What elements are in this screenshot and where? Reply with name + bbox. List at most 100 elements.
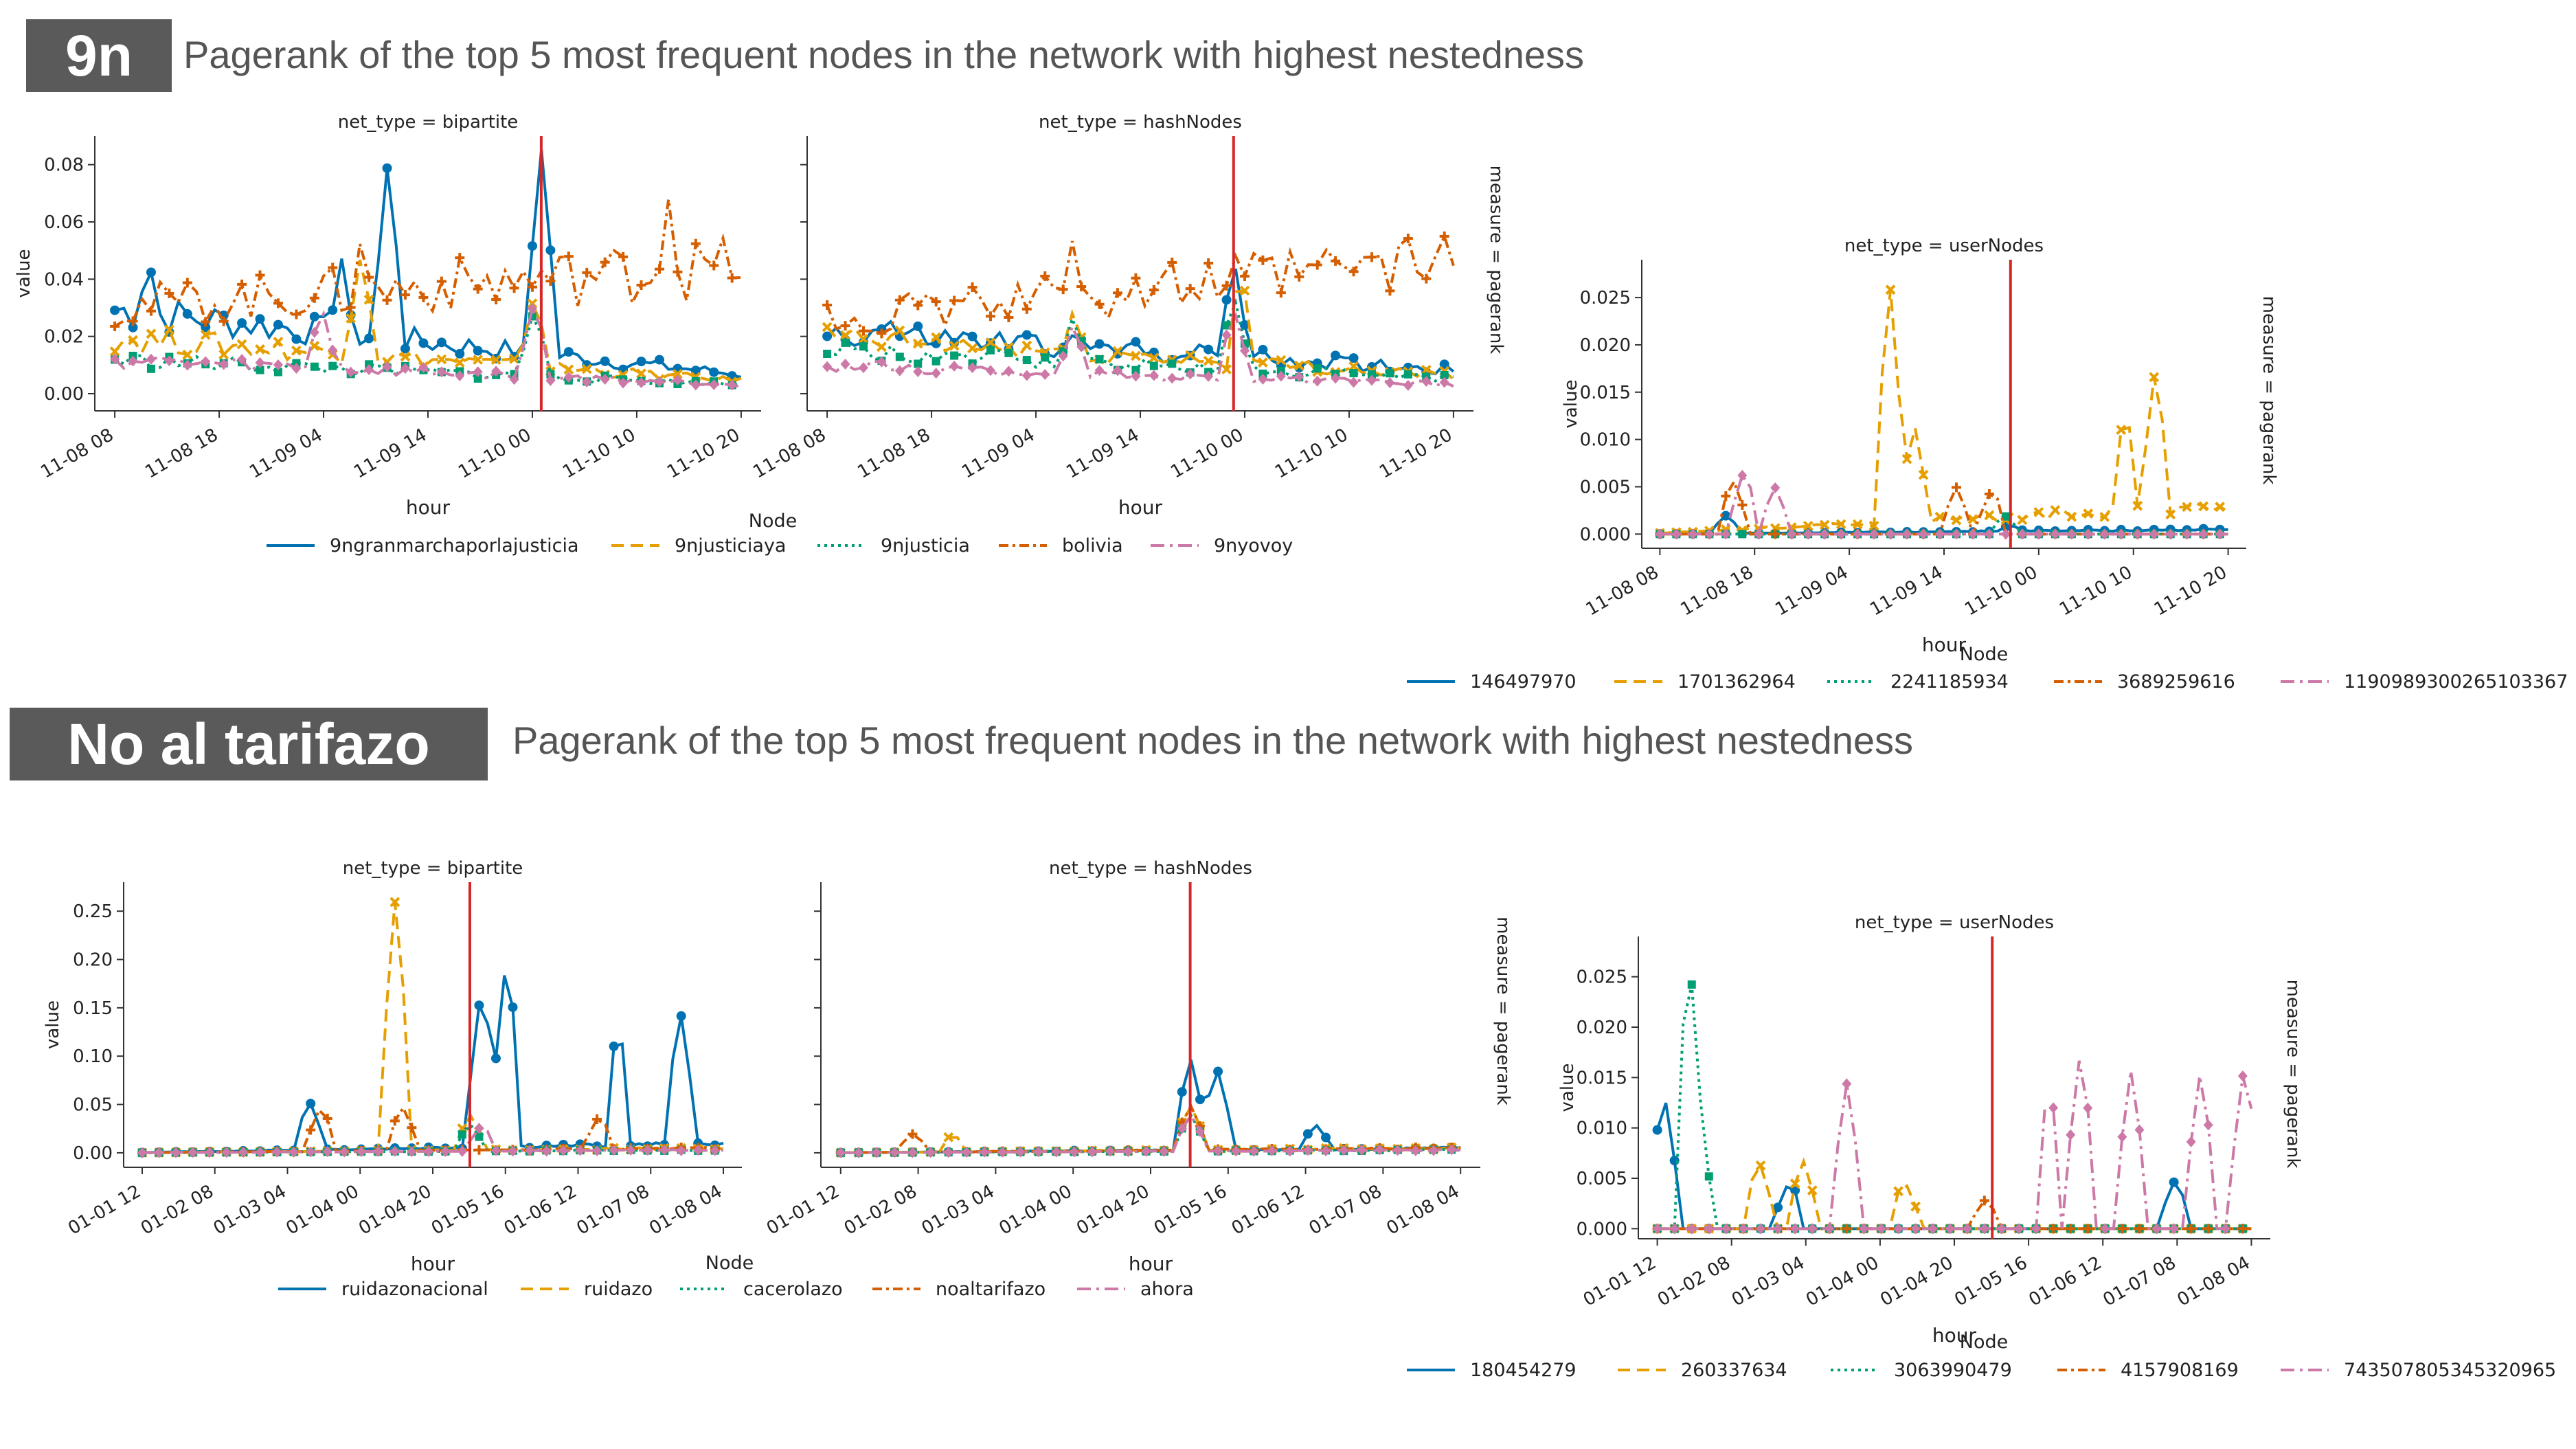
data-point: [709, 379, 719, 390]
data-point: [200, 329, 211, 340]
data-point: [436, 366, 447, 378]
data-point: [1403, 370, 1412, 379]
legend-label: 9ngranmarchaporlajusticia: [330, 535, 579, 557]
data-point: [1231, 1145, 1241, 1157]
data-point: [328, 344, 338, 356]
data-point: [218, 359, 229, 370]
y-tick-label: 0.025: [1580, 288, 1631, 308]
data-point: [1686, 1223, 1697, 1235]
data-point: [943, 1132, 954, 1143]
data-point: [1945, 1223, 1955, 1235]
legend-label: 3063990479: [1894, 1360, 2012, 1381]
data-point: [1076, 341, 1087, 352]
y-tick-label: 0.25: [73, 901, 113, 922]
chart-title: net_type = userNodes: [1844, 236, 2044, 256]
x-tick-label: 01-02 08: [1654, 1253, 1734, 1310]
data-point: [2083, 508, 2094, 519]
data-point: [600, 374, 610, 385]
y-axis-label: value: [43, 1000, 63, 1049]
data-point: [163, 324, 174, 335]
data-point: [1835, 519, 1846, 530]
data-point: [291, 345, 302, 356]
data-point: [931, 357, 940, 366]
chart-title: net_type = hashNodes: [1039, 112, 1242, 133]
x-tick-label: 01-01 12: [65, 1181, 144, 1239]
data-point: [509, 353, 519, 364]
data-point: [894, 365, 905, 377]
data-point: [1789, 1178, 1800, 1189]
data-point: [1051, 1146, 1061, 1158]
data-point: [931, 368, 941, 379]
data-point: [1348, 377, 1359, 388]
data-point: [1130, 350, 1141, 361]
data-point: [400, 363, 410, 374]
data-point: [154, 1147, 164, 1158]
data-point: [188, 1147, 198, 1158]
data-point: [423, 1146, 433, 1158]
data-point: [339, 1146, 350, 1158]
data-point: [1996, 1223, 2007, 1235]
data-point: [1671, 528, 1682, 540]
data-point: [907, 1147, 918, 1158]
legend-label: 146497970: [1470, 671, 1577, 693]
x-tick-label: 11-10 00: [1961, 562, 2041, 620]
x-tick-label: 01-03 04: [1728, 1253, 1808, 1310]
data-point: [363, 294, 374, 305]
data-point: [418, 361, 429, 373]
data-point: [2132, 500, 2143, 511]
legend-label: bolivia: [1062, 535, 1123, 557]
x-tick-label: 01-01 12: [1580, 1253, 1660, 1310]
data-point: [1221, 295, 1232, 305]
data-point: [436, 337, 447, 348]
data-point: [2117, 1131, 2127, 1143]
data-point: [1655, 528, 1665, 540]
data-point: [980, 1146, 990, 1158]
data-point: [128, 355, 138, 367]
data-point: [182, 359, 192, 371]
x-tick-label: 01-03 04: [210, 1181, 290, 1239]
data-point: [1934, 511, 1945, 522]
data-point: [894, 325, 905, 336]
x-tick-label: 11-10 10: [1272, 425, 1351, 482]
data-point: [508, 1145, 518, 1157]
y-axis-label: value: [1561, 379, 1581, 428]
data-point: [1302, 1129, 1313, 1139]
data-point: [2182, 528, 2192, 540]
x-axis-label: hour: [411, 1253, 455, 1275]
facet-label: measure = pagerank: [1493, 917, 1513, 1105]
data-point: [2186, 1136, 2196, 1147]
x-tick-label: 01-01 12: [763, 1181, 843, 1239]
y-tick-label: 0.000: [1577, 1219, 1627, 1239]
data-point: [835, 1147, 846, 1158]
data-point: [985, 337, 996, 348]
data-point: [1918, 469, 1929, 480]
data-point: [137, 1147, 147, 1158]
data-point: [309, 311, 319, 322]
data-point: [1951, 515, 1962, 526]
data-point: [1131, 370, 1141, 382]
data-point: [2215, 502, 2226, 513]
data-point: [2182, 502, 2193, 513]
data-point: [109, 346, 120, 357]
data-point: [1331, 372, 1341, 384]
x-tick-label: 01-03 04: [918, 1181, 998, 1239]
data-point: [967, 343, 978, 354]
data-point: [273, 337, 284, 347]
data-point: [823, 349, 832, 358]
data-point: [2083, 1102, 2093, 1114]
data-point: [1962, 1223, 1972, 1235]
data-point: [2100, 1223, 2110, 1235]
data-point: [2000, 528, 2011, 540]
data-point: [2066, 511, 2077, 522]
x-tick-label: 11-10 20: [1376, 425, 1456, 482]
data-point: [1979, 1223, 1989, 1235]
data-point: [1919, 528, 1929, 540]
series-line: [826, 311, 1454, 387]
data-point: [1773, 1202, 1783, 1213]
data-point: [508, 1002, 518, 1012]
data-point: [1015, 1146, 1026, 1158]
data-point: [1239, 320, 1250, 330]
data-point: [985, 365, 995, 377]
data-point: [1321, 1132, 1331, 1143]
data-point: [949, 340, 960, 351]
